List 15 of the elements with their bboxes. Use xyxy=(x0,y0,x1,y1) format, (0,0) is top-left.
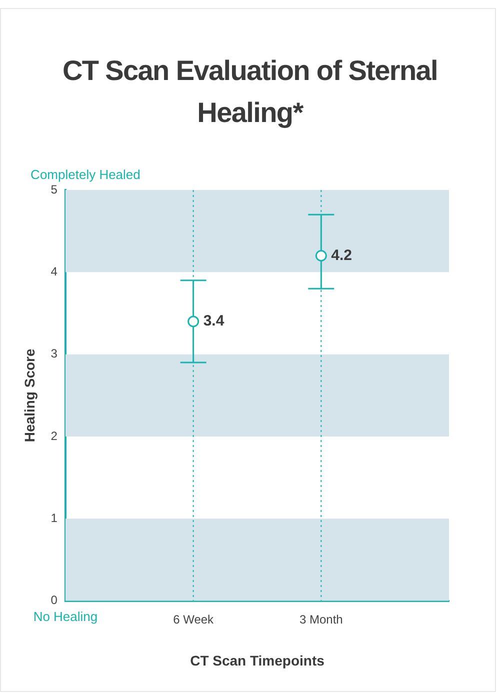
y-tick-label: 0 xyxy=(50,593,58,608)
y-tick-label: 3 xyxy=(50,346,58,361)
y-tick-label: 2 xyxy=(50,428,58,443)
data-label: 4.2 xyxy=(331,246,352,264)
x-tick-label: 3 Month xyxy=(299,612,343,626)
x-tick-label: 6 Week xyxy=(173,612,215,626)
x-axis-title: CT Scan Timepoints xyxy=(190,652,325,668)
chart-title: CT Scan Evaluation of Sternal Healing* xyxy=(61,54,439,130)
annotation: No Healing xyxy=(33,608,98,624)
y-tick-label: 5 xyxy=(50,182,58,196)
y-tick-label: 4 xyxy=(50,264,58,278)
y-tick-label: 1 xyxy=(50,510,58,525)
data-label: 3.4 xyxy=(203,312,225,330)
annotation: Completely Healed xyxy=(30,167,140,182)
y-axis-title: Healing Score xyxy=(21,348,38,442)
